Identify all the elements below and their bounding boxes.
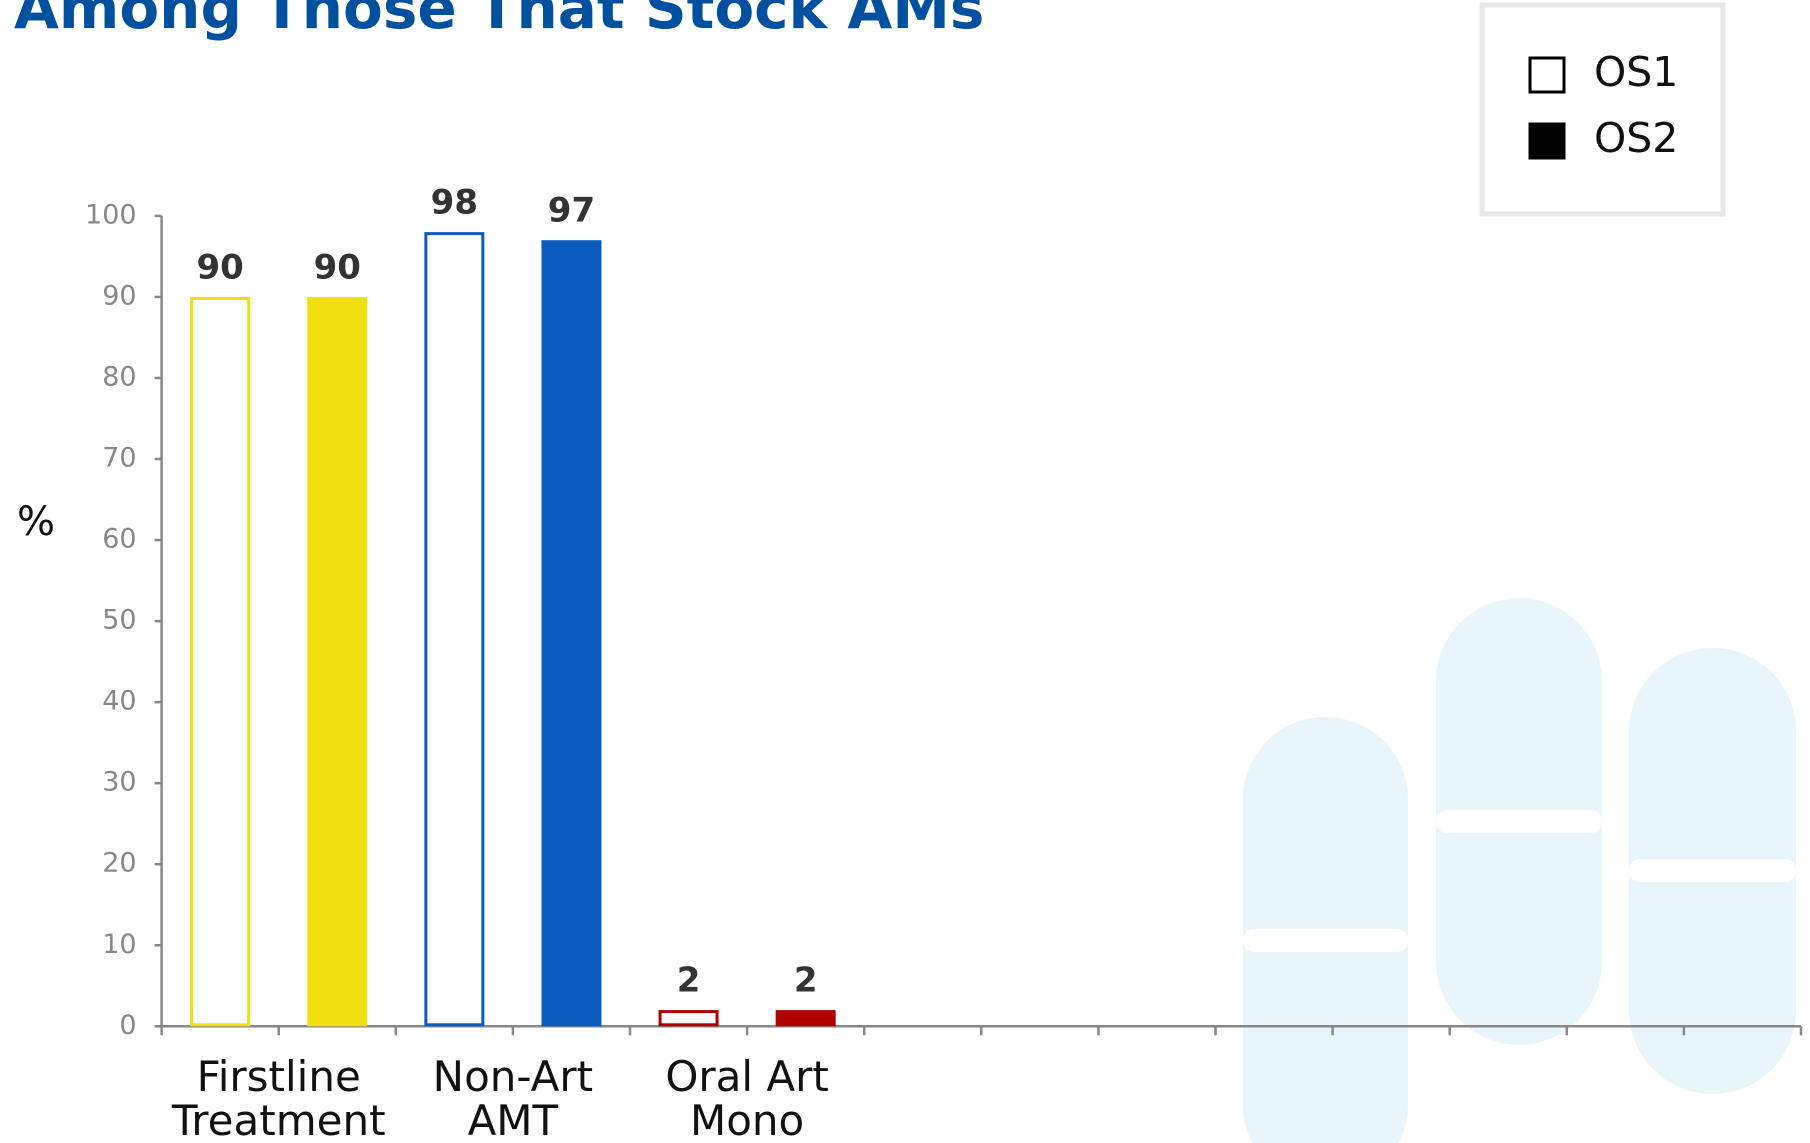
pill-stripe [1436,810,1602,833]
bar [307,296,368,1027]
y-tick-label: 50 [102,605,136,636]
legend-label: OS1 [1594,48,1678,96]
y-tick-label: 40 [102,686,136,717]
x-tick-label-line: Oral Art [665,1052,829,1101]
x-tick-label-line: Mono [690,1096,804,1143]
data-label: 90 [314,247,361,287]
data-label: 98 [431,183,478,223]
legend-label: OS2 [1594,114,1678,162]
y-tick-label: 0 [119,1010,136,1041]
y-tick-label: 80 [102,361,136,392]
legend-box [1479,2,1726,217]
bar [424,232,485,1027]
y-tick-label: 70 [102,443,136,474]
data-label: 2 [794,961,818,1001]
y-tick-label: 100 [85,199,137,230]
legend-swatch [1528,122,1566,160]
y-tick-label: 10 [102,929,136,960]
bar [190,296,251,1027]
pill-stripe [1629,859,1796,882]
y-tick-label: 90 [102,280,136,311]
bar [775,1010,836,1027]
legend-swatch [1528,56,1566,94]
x-tick-label: Firstline Treatment [171,1052,386,1143]
x-tick-label-line: Firstline [197,1052,361,1101]
x-tick-label-line: AMT [468,1096,559,1143]
x-tick-label: Non-Art AMT [433,1052,593,1143]
y-axis-label: % [17,499,55,545]
y-tick-label: 30 [102,767,136,798]
y-tick-label: 60 [102,524,136,555]
data-label: 2 [677,961,701,1001]
data-label: 90 [196,247,243,287]
background-decoration [1243,598,1796,1143]
x-tick-label-line: Non-Art [433,1052,593,1101]
y-tick-label: 20 [102,848,136,879]
x-tick-label-line: Treatment [171,1096,386,1143]
pill-stripe [1243,929,1408,952]
data-label: 97 [548,191,595,231]
bar [658,1010,719,1027]
x-tick-label: Oral Art Mono [665,1052,829,1143]
bar [541,240,602,1027]
chart-title: Among Those That Stock AMs [14,0,984,42]
